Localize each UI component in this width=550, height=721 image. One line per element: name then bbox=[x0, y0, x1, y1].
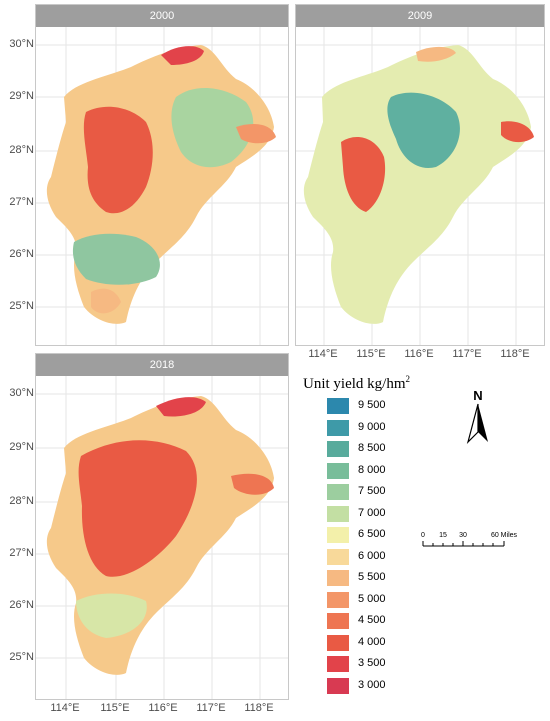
legend-label: 9 000 bbox=[358, 420, 386, 433]
legend-label: 7 000 bbox=[358, 506, 386, 519]
lon-label: 118°E bbox=[500, 348, 530, 360]
legend-label: 3 500 bbox=[358, 657, 386, 669]
legend-swatch bbox=[327, 441, 349, 457]
scale-bar: 0 15 30 60 Miles bbox=[421, 532, 518, 547]
scale-tick: 0 bbox=[421, 532, 425, 539]
lat-label: 26°N bbox=[9, 599, 34, 611]
legend-swatch bbox=[327, 613, 349, 629]
map-panel-2018: 2018 bbox=[35, 353, 289, 700]
panel-title: 2009 bbox=[296, 5, 544, 27]
lon-label: 118°E bbox=[244, 702, 274, 714]
legend-swatch bbox=[327, 677, 349, 694]
legend-label: 5 000 bbox=[358, 592, 386, 605]
map-panel-2000: 2000 bbox=[35, 4, 289, 346]
legend-swatch bbox=[327, 462, 349, 479]
panel-title: 2000 bbox=[36, 5, 288, 27]
legend-label: 8 000 bbox=[358, 463, 386, 476]
scale-tick: 30 bbox=[459, 532, 467, 539]
lat-label: 27°N bbox=[9, 196, 34, 208]
legend-swatch bbox=[327, 419, 349, 436]
lat-label: 25°N bbox=[9, 651, 34, 663]
map-plot bbox=[36, 376, 288, 699]
scale-tick: 60 Miles bbox=[491, 532, 518, 539]
lon-label: 115°E bbox=[356, 348, 386, 360]
lon-label: 117°E bbox=[452, 348, 482, 360]
legend-label: 9 500 bbox=[358, 399, 386, 411]
legend-label: 3 000 bbox=[358, 678, 386, 691]
legend-swatch bbox=[327, 484, 349, 500]
map-2000 bbox=[36, 27, 288, 345]
legend-label: 8 500 bbox=[358, 442, 386, 454]
lat-label: 25°N bbox=[9, 300, 34, 312]
map-plot bbox=[296, 27, 544, 345]
legend-swatch bbox=[327, 398, 349, 414]
legend-title: Unit yield kg/hm2 bbox=[303, 374, 410, 392]
lat-label: 29°N bbox=[9, 441, 34, 453]
north-arrow-icon: N bbox=[466, 388, 488, 444]
lon-label: 116°E bbox=[404, 348, 434, 360]
map-2018 bbox=[36, 376, 288, 699]
lat-label: 30°N bbox=[9, 38, 34, 50]
map-2009 bbox=[296, 27, 544, 345]
legend-swatch bbox=[327, 656, 349, 672]
panel-title: 2018 bbox=[36, 354, 288, 376]
legend-label: 7 500 bbox=[358, 485, 386, 497]
legend-label: 4 000 bbox=[358, 635, 386, 648]
lat-label: 28°N bbox=[9, 144, 34, 156]
lat-label: 28°N bbox=[9, 495, 34, 507]
legend-label: 5 500 bbox=[358, 571, 386, 583]
legend-swatch bbox=[327, 505, 349, 522]
legend-swatch bbox=[327, 548, 349, 565]
lon-label: 114°E bbox=[308, 348, 338, 360]
lat-label: 29°N bbox=[9, 90, 34, 102]
lon-label: 115°E bbox=[100, 702, 130, 714]
legend-label: 6 000 bbox=[358, 549, 386, 562]
legend-swatch bbox=[327, 570, 349, 586]
lat-label: 30°N bbox=[9, 387, 34, 399]
north-label: N bbox=[473, 388, 482, 403]
legend-swatch bbox=[327, 527, 349, 543]
lon-label: 117°E bbox=[196, 702, 226, 714]
legend-label: 6 500 bbox=[358, 528, 386, 540]
lat-label: 27°N bbox=[9, 547, 34, 559]
map-plot bbox=[36, 27, 288, 345]
lat-label: 26°N bbox=[9, 248, 34, 260]
scale-tick: 15 bbox=[439, 532, 447, 539]
legend-label: 4 500 bbox=[358, 614, 386, 626]
lon-label: 116°E bbox=[148, 702, 178, 714]
legend-swatch bbox=[327, 591, 349, 608]
map-panel-2009: 2009 bbox=[295, 4, 545, 346]
legend-swatch bbox=[327, 634, 349, 651]
lon-label: 114°E bbox=[50, 702, 80, 714]
